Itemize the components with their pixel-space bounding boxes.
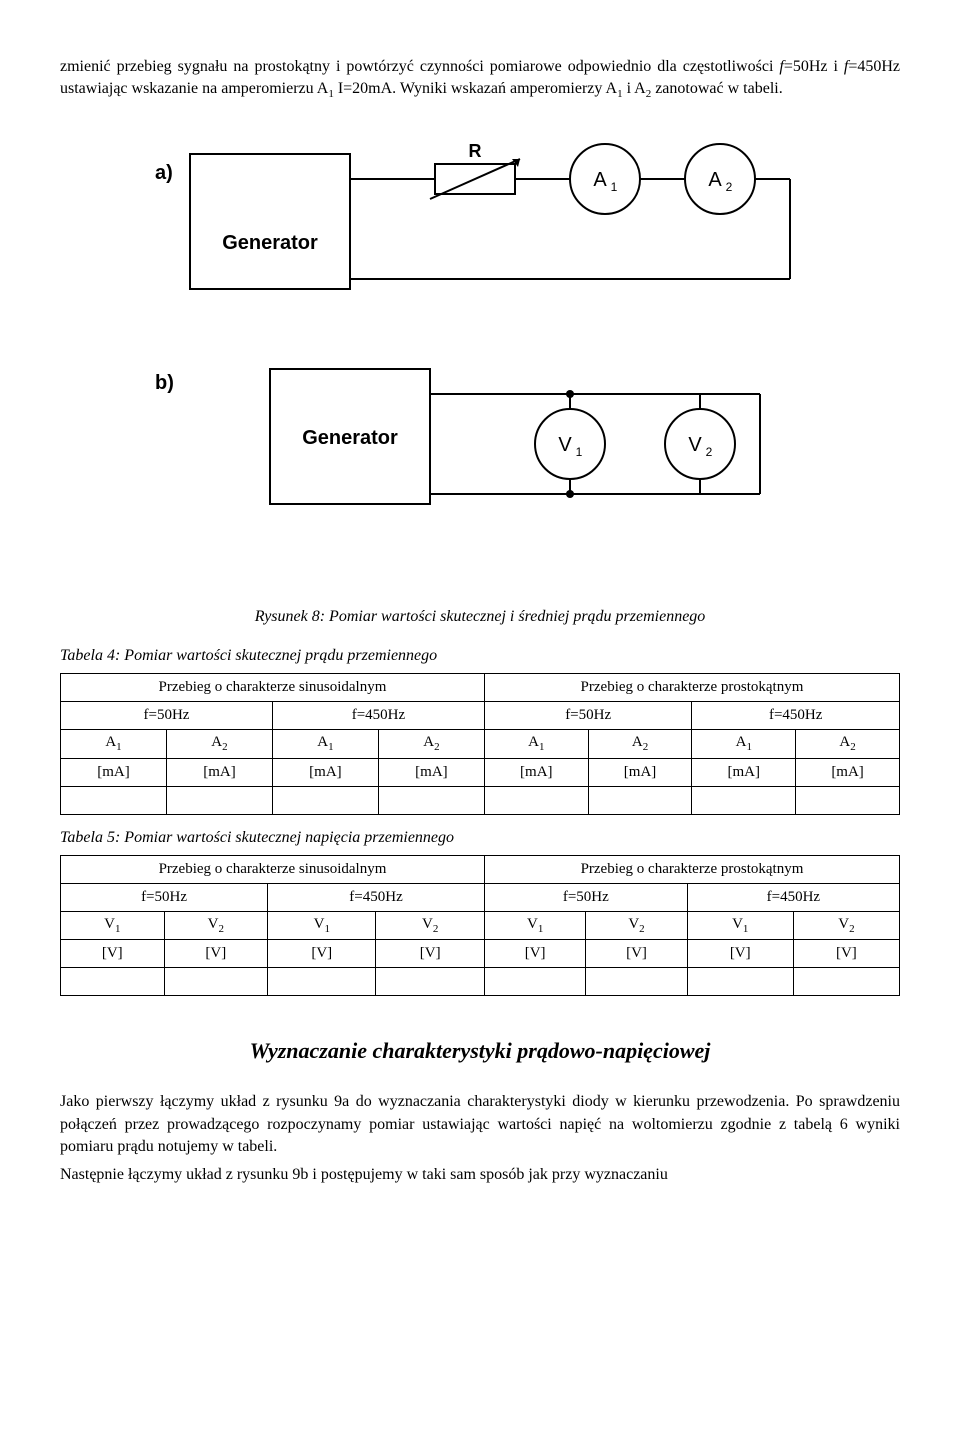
label-a: a) — [155, 162, 173, 184]
t4-u7: [mA] — [692, 758, 796, 786]
t4-f50-1: f=50Hz — [61, 702, 273, 730]
t4-u8: [mA] — [796, 758, 900, 786]
t5-h-v7: V1 — [687, 911, 793, 939]
t5-h-v5: V1 — [484, 911, 585, 939]
t4-h-a7: A1 — [692, 730, 796, 758]
t4-u4: [mA] — [378, 758, 484, 786]
t4-h-a1: A1 — [61, 730, 167, 758]
paragraph-3: Następnie łączymy układ z rysunku 9b i p… — [60, 1164, 900, 1186]
v2-sub: 2 — [706, 445, 713, 459]
t4-h-a6: A2 — [588, 730, 692, 758]
generator-a-box — [190, 154, 350, 289]
label-b: b) — [155, 372, 174, 394]
t5-h-v2: V2 — [164, 911, 268, 939]
paragraph-2: Jako pierwszy łączymy układ z rysunku 9a… — [60, 1091, 900, 1158]
t5-u2: [V] — [164, 940, 268, 968]
t5-u6: [V] — [586, 940, 687, 968]
intro-paragraph: zmienić przebieg sygnału na prostokątny … — [60, 56, 900, 103]
t5-u3: [V] — [268, 940, 376, 968]
t4-u1: [mA] — [61, 758, 167, 786]
t4-u2: [mA] — [166, 758, 272, 786]
t5-sin: Przebieg o charakterze sinusoidalnym — [61, 855, 485, 883]
t5-h-v1: V1 — [61, 911, 165, 939]
t4-empty — [61, 786, 167, 814]
t4-f50-2: f=50Hz — [484, 702, 691, 730]
t4-sin: Przebieg o charakterze sinusoidalnym — [61, 674, 485, 702]
para1-mid: i A — [623, 80, 646, 97]
v1-label: V — [558, 434, 572, 456]
t5-f50-1: f=50Hz — [61, 883, 268, 911]
table-5: Przebieg o charakterze sinusoidalnym Prz… — [60, 855, 900, 996]
t5-u7: [V] — [687, 940, 793, 968]
circuit-diagram: a) Generator R A 1 A 2 b) Generator V 1 … — [60, 139, 900, 586]
table-4-title: Tabela 4: Pomiar wartości skutecznej prą… — [60, 645, 900, 667]
t4-h-a8: A2 — [796, 730, 900, 758]
t4-h-a3: A1 — [272, 730, 378, 758]
t4-u5: [mA] — [484, 758, 588, 786]
a1-label: A — [593, 169, 607, 191]
t5-empty — [61, 968, 165, 996]
table-4: Przebieg o charakterze sinusoidalnym Prz… — [60, 673, 900, 814]
t4-h-a2: A2 — [166, 730, 272, 758]
para1-tail: zanotować w tabeli. — [651, 80, 783, 97]
t5-f50-2: f=50Hz — [484, 883, 687, 911]
generator-a-label: Generator — [222, 232, 318, 254]
t4-f450-1: f=450Hz — [272, 702, 484, 730]
t5-u4: [V] — [376, 940, 485, 968]
t5-rect: Przebieg o charakterze prostokątnym — [484, 855, 899, 883]
t5-u1: [V] — [61, 940, 165, 968]
t5-h-v8: V2 — [793, 911, 899, 939]
t4-rect: Przebieg o charakterze prostokątnym — [484, 674, 899, 702]
t5-u8: [V] — [793, 940, 899, 968]
t5-h-v4: V2 — [376, 911, 485, 939]
figure-8-caption: Rysunek 8: Pomiar wartości skutecznej i … — [60, 606, 900, 628]
a2-label: A — [708, 169, 722, 191]
t4-f450-2: f=450Hz — [692, 702, 900, 730]
para1-ieq: I=20mA. Wyniki wskazań amperomierzy A — [334, 80, 617, 97]
v2-label: V — [688, 434, 702, 456]
r-label: R — [469, 141, 482, 161]
t4-h-a4: A2 — [378, 730, 484, 758]
a1-sub: 1 — [611, 180, 618, 194]
para1-prefix: zmienić przebieg sygnału na prostokątny … — [60, 58, 779, 75]
a2-sub: 2 — [726, 180, 733, 194]
section-heading: Wyznaczanie charakterystyki prądowo-napi… — [60, 1036, 900, 1067]
t5-f450-2: f=450Hz — [687, 883, 899, 911]
t5-h-v3: V1 — [268, 911, 376, 939]
v1-sub: 1 — [576, 445, 583, 459]
t5-u5: [V] — [484, 940, 585, 968]
t4-u3: [mA] — [272, 758, 378, 786]
t4-h-a5: A1 — [484, 730, 588, 758]
generator-b-label: Generator — [302, 427, 398, 449]
t5-f450-1: f=450Hz — [268, 883, 485, 911]
t5-h-v6: V2 — [586, 911, 687, 939]
para1-f1v: =50Hz i — [784, 58, 844, 75]
t4-u6: [mA] — [588, 758, 692, 786]
table-5-title: Tabela 5: Pomiar wartości skutecznej nap… — [60, 827, 900, 849]
